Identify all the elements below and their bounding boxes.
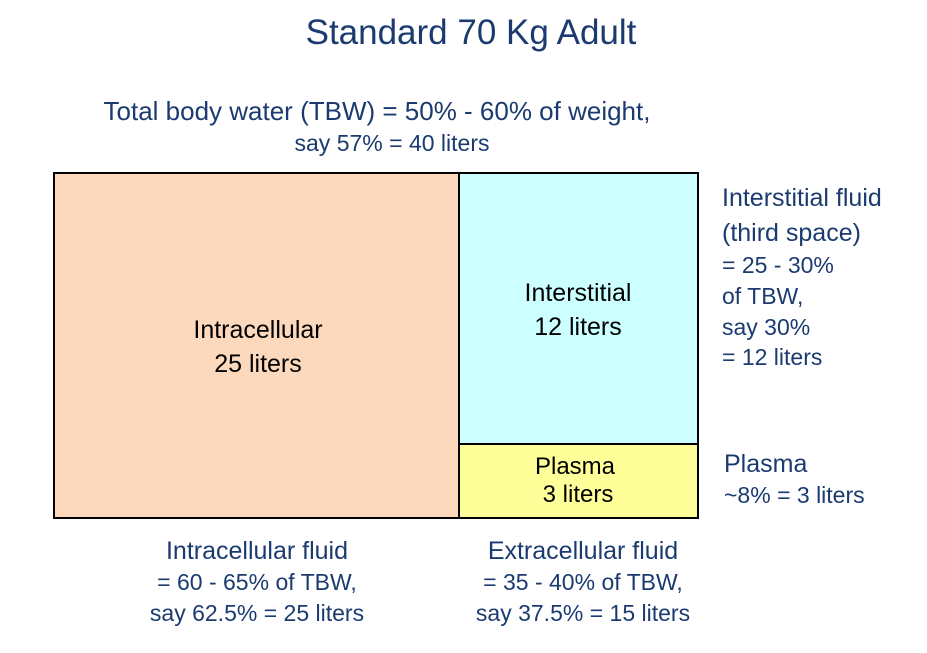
box-label: 3 liters (543, 481, 614, 508)
note-line: say 30% (722, 314, 810, 340)
title: Standard 70 Kg Adult (306, 13, 637, 52)
box-label: Interstitial (525, 279, 632, 307)
note-heading: Intracellular fluid (166, 537, 348, 565)
note-heading: Interstitial fluid (722, 184, 882, 212)
note-heading: Plasma (724, 450, 807, 478)
note-line: say 37.5% = 15 liters (476, 600, 690, 626)
note-line: = 25 - 30% (722, 252, 834, 278)
tbw-line: say 57% = 40 liters (295, 130, 490, 156)
note-line: = 60 - 65% of TBW, (157, 569, 357, 595)
tbw-line: Total body water (TBW) = 50% - 60% of we… (104, 96, 651, 126)
note-line: = 35 - 40% of TBW, (483, 569, 683, 595)
note-line: = 12 liters (722, 344, 822, 370)
note-line: of TBW, (722, 283, 803, 309)
note-line: say 62.5% = 25 liters (150, 600, 364, 626)
note-heading: (third space) (722, 219, 861, 247)
note-line: ~8% = 3 liters (724, 482, 865, 508)
box-label: Plasma (535, 453, 616, 480)
box-label: 25 liters (214, 350, 302, 378)
note-heading: Extracellular fluid (488, 537, 678, 565)
plasma-box (458, 443, 699, 519)
intracellular-box (53, 172, 460, 519)
box-label: 12 liters (534, 313, 622, 341)
interstitial-box (458, 172, 699, 445)
box-label: Intracellular (193, 316, 322, 344)
